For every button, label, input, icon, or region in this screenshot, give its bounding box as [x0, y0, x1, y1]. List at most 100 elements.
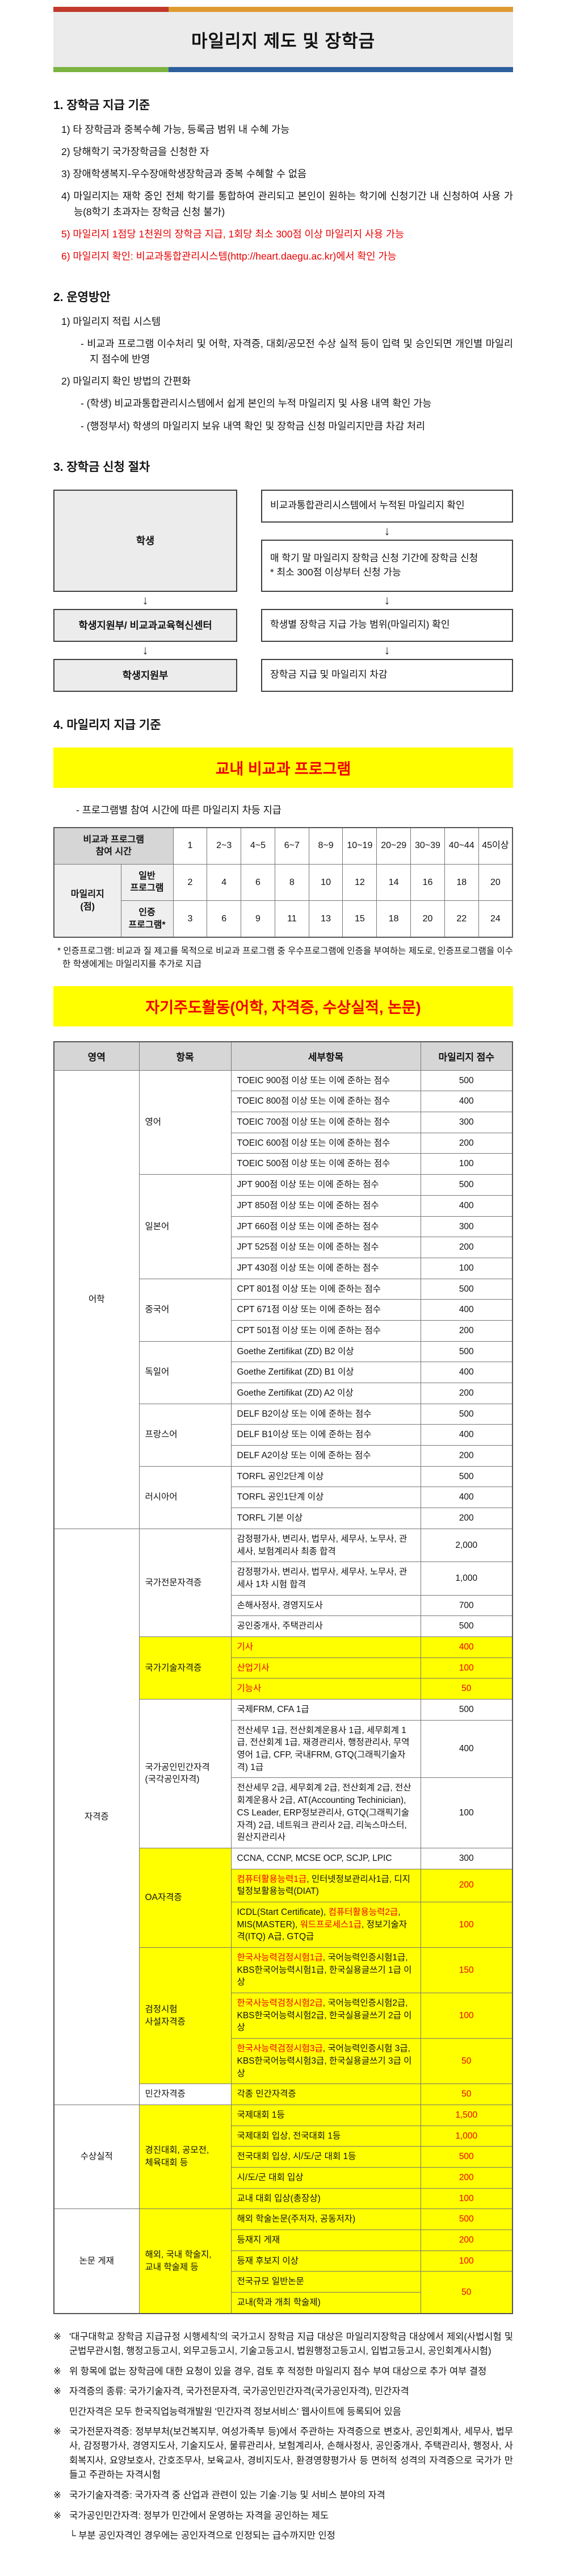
detail-text: TOEIC 900점 이상 또는 이에 준하는 점수: [237, 1075, 390, 1085]
area-cell: 어학: [53, 1070, 140, 1529]
note-text: 국가전문자격증: 정부부처(보건복지부, 여성가족부 등)에서 주관하는 자격증…: [69, 2426, 513, 2481]
detail-text: 감정평가사, 변리사, 법무사, 세무사, 노무사, 관세사, 보험계리사 최종…: [237, 1534, 407, 1556]
score-cell: 400: [420, 1195, 513, 1217]
scholarship-criteria-item: 4) 마일리지는 재학 중인 전체 학기를 통합하여 관리되고 본인이 원하는 …: [61, 190, 513, 218]
detail-text: 컴퓨터활용능력1급: [237, 1874, 307, 1884]
detail-text: 교내 대회 입상(총장상): [237, 2193, 321, 2203]
score-cell: 300: [420, 1847, 513, 1869]
table-row: 어학 영어 TOEIC 900점 이상 또는 이에 준하는 점수 500: [53, 1070, 513, 1529]
scholarship-criteria-list: 1) 타 장학금과 중복수혜 가능, 등록금 범위 내 수혜 가능 2) 당해학기…: [53, 122, 513, 264]
table-row: TOEIC 700점 이상 또는 이에 준하는 점수 300: [54, 1112, 513, 1133]
hours-range-cell: 30~39: [410, 827, 445, 865]
page-title: 마일리지 제도 및 장학금: [191, 31, 376, 51]
self-directed-activity-banner: 자기주도활동(어학, 자격증, 수상실적, 논문): [53, 986, 513, 1026]
score-cell: 200: [420, 1132, 513, 1154]
mileage-value-cell: 11: [274, 900, 309, 938]
mileage-value-cell: 18: [376, 900, 411, 938]
score-cell: 400: [420, 1424, 513, 1446]
detail-cell: TOEIC 500점 이상 또는 이에 준하는 점수: [230, 1153, 421, 1175]
mileage-value-cell: 20: [410, 900, 445, 938]
score-cell: 200: [420, 1868, 513, 1902]
hours-range-cell: 10~19: [342, 827, 377, 865]
item-cell: OA자격증: [138, 1847, 232, 1948]
note-sub-item: 민간자격은 모두 한국직업능력개발원 '민간자격 정보서비스' 웹사이트에 등록…: [69, 2407, 401, 2417]
detail-cell: 기능사: [230, 1678, 421, 1700]
mileage-value-cell: 4: [207, 863, 242, 901]
item-cell: 러시아어: [138, 1466, 232, 1529]
mileage-value-cell: 3: [173, 900, 208, 938]
program-type-label: 인증 프로그램*: [120, 900, 174, 938]
detail-cell: TOEIC 700점 이상 또는 이에 준하는 점수: [230, 1112, 421, 1133]
note-text: '대구대학교 장학금 지급규정 시행세칙'의 국가고시 장학금 지급 대상은 마…: [69, 2331, 513, 2357]
section-3-heading: 3. 장학금 신청 절차: [53, 460, 150, 474]
table-row: CPT 671점 이상 또는 이에 준하는 점수 400: [54, 1299, 513, 1321]
section-2-heading: 2. 운영방안: [53, 290, 111, 304]
score-cell: 100: [420, 1657, 513, 1679]
detail-text: 교내(학과 개최 학술제): [237, 2298, 321, 2308]
score-cell: 500: [420, 1278, 513, 1300]
hours-range-cell: 40~44: [444, 827, 479, 865]
table-row: 비교과 프로그램 참여 시간 1 2~3 4~5 6~7 8~9 10~19 20~29 30~…: [53, 827, 513, 865]
score-cell: 500: [420, 1615, 513, 1637]
table-row: 전산세무 1급, 전산회계운용사 1급, 세무회계 1급, 전산회계 1급, 재…: [54, 1719, 513, 1778]
hours-range-cell: 6~7: [274, 827, 309, 865]
table-row: 국가기술자격증 기사 400: [54, 1636, 513, 1700]
detail-text: 감정평가사, 변리사, 법무사, 세무사, 노무사, 관세사 1차 시험 합격: [237, 1567, 407, 1589]
detail-text: JPT 660점 이상 또는 이에 준하는 점수: [237, 1221, 379, 1231]
note-text: 국가기술자격증: 국가자격 중 산업과 관련이 있는 기술·기능 및 서비스 분…: [69, 2490, 385, 2500]
score-cell: 1,500: [420, 2104, 513, 2126]
score-cell: 100: [420, 1257, 513, 1279]
item-cell: 국가전문자격증: [138, 1528, 232, 1637]
detail-text: Goethe Zertifikat (ZD) A2 이상: [237, 1388, 354, 1398]
detail-text: TORFL 공인2단계 이상: [237, 1471, 324, 1481]
note-marker-icon: ※: [53, 2366, 61, 2377]
detail-cell: TORFL 공인1단계 이상: [230, 1487, 421, 1509]
operation-plan-item: - (행정부서) 학생의 마일리지 보유 내역 확인 및 장학금 신청 마일리지…: [81, 420, 426, 432]
note-text: 자격증의 종류: 국가기술자격, 국가전문자격, 국가공인민간자격(국가공인자격…: [69, 2386, 409, 2397]
score-cell: 200: [420, 1445, 513, 1467]
score-cell: 400: [420, 1487, 513, 1509]
score-cell: 200: [420, 1383, 513, 1404]
score-cell: 500: [420, 1466, 513, 1488]
operation-plan-item: - 비교과 프로그램 이수처리 및 어학, 자격증, 대회/공모전 수상 실적 …: [81, 338, 513, 365]
hours-range-cell: 1: [173, 827, 208, 865]
scholarship-criteria-item: 6) 마일리지 확인: 비교과통합관리시스템(http://heart.daeg…: [61, 250, 397, 262]
column-header: 세부항목: [230, 1041, 421, 1071]
program-mileage-bullet: - 프로그램별 참여 시간에 따른 마일리지 차등 지급: [76, 804, 282, 816]
note-item: ※ 국가기술자격증: 국가자격 중 산업과 관련이 있는 기술·기능 및 서비스 …: [53, 2489, 513, 2503]
detail-cell: DELF B1이상 또는 이에 준하는 점수: [230, 1424, 421, 1446]
certified-program-footnote: * 인증프로그램: 비교과 질 제고를 목적으로 비교과 프로그램 중 우수프로…: [57, 946, 513, 970]
score-cell: 200: [420, 1508, 513, 1529]
detail-cell: TOEIC 900점 이상 또는 이에 준하는 점수: [230, 1070, 421, 1092]
table-row: JPT 525점 이상 또는 이에 준하는 점수 200: [54, 1237, 513, 1258]
detail-cell: 국제대회 1등: [230, 2104, 421, 2126]
down-arrow-icon: ↓: [384, 523, 390, 538]
mileage-value-cell: 22: [444, 900, 479, 938]
detail-text: 손해사정사, 경영지도사: [237, 1600, 323, 1610]
item-cell: 국가기술자격증: [138, 1636, 232, 1700]
detail-text: 등재지 게재: [237, 2235, 280, 2245]
score-cell: 700: [420, 1594, 513, 1617]
scholarship-criteria-item: 5) 마일리지 1점당 1천원의 장학금 지급, 1회당 최소 300점 이상 …: [61, 228, 405, 240]
detail-text: 공인중개사, 주택관리사: [237, 1621, 323, 1631]
flow-step-pay-deduct: 장학금 지급 및 마일리지 차감: [261, 658, 513, 692]
detail-cell: 기사: [230, 1636, 421, 1658]
detail-cell: 감정평가사, 변리사, 법무사, 세무사, 노무사, 관세사, 보험계리사 최종…: [230, 1528, 421, 1563]
operation-plan-item: - (학생) 비교과통합관리시스템에서 쉽게 본인의 누적 마일리지 및 사용 …: [81, 398, 432, 410]
mileage-value-cell: 9: [241, 900, 275, 938]
score-cell: 150: [420, 1947, 513, 1994]
item-cell: 일본어: [138, 1174, 232, 1279]
item-cell: 검정시험 사설자격증: [138, 1947, 232, 2085]
bottom-accent-bar: [53, 67, 513, 72]
top-accent-bar: [53, 7, 513, 12]
mileage-points-label: 마일리지 (점): [53, 863, 121, 938]
scholarship-criteria-item: 1) 타 장학금과 중복수혜 가능, 등록금 범위 내 수혜 가능: [61, 124, 290, 135]
detail-cell: JPT 430점 이상 또는 이에 준하는 점수: [230, 1257, 421, 1279]
flow-step-apply: 매 학기 말 마일리지 장학금 신청 기간에 장학금 신청 * 최소 300점 …: [261, 539, 513, 592]
hours-range-cell: 2~3: [207, 827, 242, 865]
score-cell: 1,000: [420, 1562, 513, 1596]
score-cell: 500: [420, 1699, 513, 1721]
column-header: 영역: [53, 1041, 140, 1071]
detail-cell: 한국사능력검정시험3급, 국어능력인증시험 3급, KBS한국어능력시험3급, …: [230, 2038, 421, 2085]
